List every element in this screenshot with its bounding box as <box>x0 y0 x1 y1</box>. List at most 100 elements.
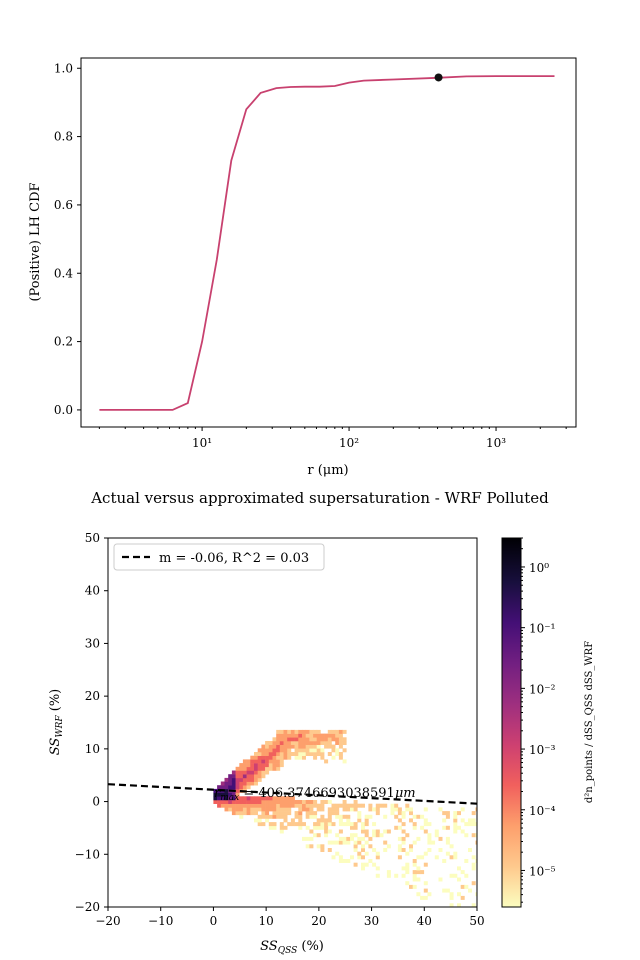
heatmap-cell <box>386 844 391 849</box>
heatmap-cell <box>460 829 465 834</box>
heatmap-cell <box>320 807 325 812</box>
heatmap-cell <box>257 774 262 779</box>
heatmap-cell <box>283 737 288 742</box>
cdf-series-line <box>99 75 555 411</box>
heatmap-cell <box>279 744 284 749</box>
heatmap-cell <box>427 848 432 852</box>
heatmap-cell <box>231 803 236 808</box>
heatmap-cell <box>449 892 454 897</box>
heatmap-cell <box>272 800 277 804</box>
heatmap-cell <box>361 829 365 834</box>
heatmap-cell <box>405 862 410 867</box>
heatmap-cell <box>338 741 343 745</box>
heatmap-cell <box>246 803 251 808</box>
heatmap-cell <box>405 851 410 856</box>
heatmap-cell <box>375 829 380 834</box>
heatmap-cell <box>364 814 369 819</box>
heatmap-x-tick-label: 10 <box>259 914 274 928</box>
heatmap-cell <box>342 840 347 845</box>
heatmap-cell <box>327 848 332 852</box>
heatmap-cell <box>361 836 365 841</box>
heatmap-cell <box>239 796 244 801</box>
heatmap-y-tick-label: 0 <box>92 795 100 809</box>
heatmap-cell <box>409 807 413 812</box>
heatmap-cell <box>242 766 247 771</box>
heatmap-cell <box>272 766 277 771</box>
heatmap-cell <box>239 774 244 779</box>
heatmap-cell <box>261 755 266 760</box>
heatmap-cell <box>353 848 358 852</box>
heatmap-cell <box>279 822 284 827</box>
heatmap-cell <box>313 737 318 742</box>
heatmap-cell <box>342 836 347 841</box>
heatmap-cell <box>224 781 229 786</box>
heatmap-cell <box>394 807 399 812</box>
heatmap-cell <box>320 748 325 753</box>
rmax-marker <box>434 73 443 82</box>
heatmap-cell <box>313 729 318 734</box>
heatmap-cell <box>235 788 240 793</box>
heatmap-cell <box>220 781 225 786</box>
heatmap-cell <box>279 803 284 808</box>
heatmap-cell <box>272 748 277 753</box>
heatmap-cell <box>449 895 454 900</box>
heatmap-cell <box>416 892 421 897</box>
heatmap-cell <box>276 744 281 749</box>
heatmap-cell <box>320 844 325 849</box>
heatmap-cell <box>327 729 332 734</box>
y-label-unit: (%) <box>48 689 63 716</box>
heatmap-cell <box>220 803 225 808</box>
heatmap-cell <box>302 836 306 841</box>
heatmap-cell <box>257 818 262 823</box>
cdf-x-tick-label: 10¹ <box>192 436 212 450</box>
heatmap-cell <box>279 796 284 801</box>
heatmap-cell <box>313 748 318 753</box>
heatmap-cell <box>320 755 325 760</box>
heatmap-cell <box>224 788 229 793</box>
heatmap-cell <box>302 800 306 804</box>
heatmap-x-tick-label: 0 <box>210 914 218 928</box>
heatmap-cell <box>298 814 303 819</box>
heatmap-cell <box>353 803 358 808</box>
heatmap-cell <box>290 744 295 749</box>
heatmap-cell <box>327 811 332 816</box>
heatmap-cell <box>294 729 299 734</box>
heatmap-cell <box>445 814 450 819</box>
heatmap-cell <box>246 770 251 775</box>
heatmap-cell <box>276 800 281 804</box>
heatmap-cell <box>350 855 354 860</box>
heatmap-cell <box>320 818 325 823</box>
heatmap-cell <box>327 737 332 742</box>
cdf-chart: 0.0 0.2 0.4 0.6 0.8 1.0 10¹ 10² 10³ r (μm) (Posi… <box>28 57 577 478</box>
heatmap-cell <box>353 833 358 838</box>
heatmap-cell <box>276 759 281 764</box>
heatmap-cell <box>401 848 406 852</box>
heatmap-cell <box>420 814 425 819</box>
heatmap-cell <box>375 851 380 856</box>
heatmap-cell <box>287 803 292 808</box>
colorbar-tick-label: 10⁻⁵ <box>529 864 556 878</box>
heatmap-cell <box>279 755 284 760</box>
heatmap-cell <box>235 796 240 801</box>
heatmap-legend: m = -0.06, R^2 = 0.03 <box>113 543 325 571</box>
heatmap-cell <box>409 818 413 823</box>
heatmap-cell <box>457 892 461 897</box>
heatmap-cell <box>397 811 402 816</box>
heatmap-cell <box>228 785 233 790</box>
cdf-y-tick-label: 0.6 <box>54 198 73 212</box>
heatmap-cell <box>294 752 299 756</box>
heatmap-cell <box>302 752 306 756</box>
heatmap-cell <box>235 800 240 804</box>
heatmap-cell <box>320 737 325 742</box>
heatmap-cell <box>331 840 336 845</box>
heatmap-cell <box>261 763 266 768</box>
heatmap-cell <box>261 752 266 756</box>
heatmap-cell <box>242 800 247 804</box>
heatmap-cell <box>335 803 340 808</box>
heatmap-cell <box>453 873 458 878</box>
heatmap-cell <box>316 807 321 812</box>
heatmap-cell <box>331 811 336 816</box>
heatmap-cell <box>313 803 318 808</box>
heatmap-x-tick-label: 30 <box>364 914 379 928</box>
heatmap-cell <box>361 822 365 827</box>
